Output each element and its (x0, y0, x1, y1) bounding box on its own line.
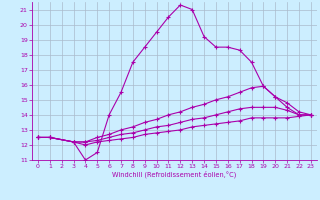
X-axis label: Windchill (Refroidissement éolien,°C): Windchill (Refroidissement éolien,°C) (112, 171, 236, 178)
